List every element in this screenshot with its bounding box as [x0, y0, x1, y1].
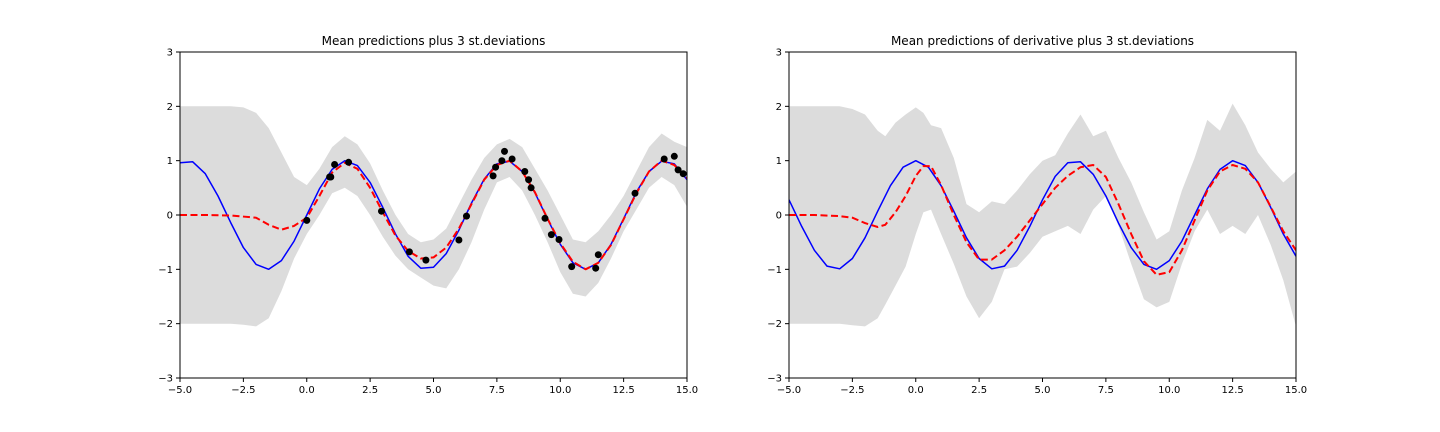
observation-point	[660, 155, 668, 163]
x-tick-label: 10.0	[549, 385, 571, 396]
observation-point	[508, 155, 516, 163]
series-lines	[789, 159, 1296, 276]
y-tick-label: −2	[158, 319, 173, 330]
observation-point	[303, 216, 311, 224]
x-axis-ticks: −5.0 −2.5 0.0 2.5 5.0 7.5 10.0 12.5 15.0	[777, 378, 1307, 396]
observation-point	[405, 248, 413, 256]
observation-point	[327, 173, 335, 181]
y-tick-label: 0	[776, 211, 782, 222]
series-lines	[180, 159, 687, 271]
x-tick-label: 5.0	[1035, 385, 1051, 396]
observation-point	[422, 256, 430, 264]
x-tick-label: 15.0	[676, 385, 698, 396]
observation-point	[547, 231, 555, 239]
y-tick-label: 1	[167, 156, 173, 167]
x-tick-label: 15.0	[1285, 385, 1307, 396]
observation-point	[541, 214, 549, 222]
observation-point	[345, 158, 353, 166]
x-tick-label: 2.5	[362, 385, 378, 396]
x-tick-label: 7.5	[1098, 385, 1114, 396]
y-tick-label: 0	[167, 211, 173, 222]
observation-point	[521, 168, 529, 175]
y-axis-ticks: −3 −2 −1 0 1 2 3	[158, 48, 180, 385]
chart-title: Mean predictions plus 3 st.deviations	[322, 34, 546, 48]
x-tick-label: 0.0	[908, 385, 924, 396]
x-tick-label: −2.5	[840, 385, 864, 396]
x-tick-label: −2.5	[231, 385, 255, 396]
y-tick-label: 1	[776, 156, 782, 167]
y-tick-label: −1	[767, 265, 782, 276]
x-tick-label: 12.5	[612, 385, 634, 396]
y-tick-label: −3	[767, 374, 782, 385]
observation-points	[303, 147, 687, 272]
y-tick-label: 3	[167, 48, 173, 59]
x-tick-label: 0.0	[299, 385, 315, 396]
x-axis-ticks: −5.0 −2.5 0.0 2.5 5.0 7.5 10.0 12.5 15.0	[168, 378, 698, 396]
y-tick-label: −3	[158, 374, 173, 385]
std-band	[180, 106, 687, 327]
y-tick-label: −1	[158, 265, 173, 276]
observation-point	[489, 172, 497, 180]
std-band-area	[789, 103, 1296, 327]
observation-point	[592, 264, 600, 272]
observation-point	[631, 189, 639, 197]
mean-prediction-line	[180, 159, 687, 271]
observation-point	[331, 161, 339, 168]
std-band-area	[180, 106, 687, 327]
y-tick-label: 2	[167, 102, 173, 113]
y-tick-label: −2	[767, 319, 782, 330]
observation-point	[594, 251, 602, 259]
x-tick-label: 5.0	[426, 385, 442, 396]
x-tick-label: −5.0	[168, 385, 192, 396]
plot-derivative-predictions: −5.0 −2.5 0.0 2.5 5.0 7.5 10.0 12.5 15.0 −3 −2 −1 0…	[767, 34, 1307, 396]
y-tick-label: 2	[776, 102, 782, 113]
x-tick-label: 7.5	[489, 385, 505, 396]
observation-point	[527, 184, 535, 192]
observation-point	[492, 163, 500, 171]
observation-point	[455, 236, 463, 244]
observation-point	[568, 263, 576, 271]
observation-point	[674, 166, 682, 174]
x-tick-label: 10.0	[1158, 385, 1180, 396]
chart-title: Mean predictions of derivative plus 3 st…	[891, 34, 1194, 48]
y-tick-label: 3	[776, 48, 782, 59]
plot-mean-predictions: −5.0 −2.5 0.0 2.5 5.0 7.5 10.0 12.5 15.0 −3 −2 −1 0…	[158, 34, 698, 396]
x-tick-label: 12.5	[1221, 385, 1243, 396]
observation-point	[378, 207, 385, 215]
x-tick-label: 2.5	[971, 385, 987, 396]
observation-point	[679, 170, 687, 178]
observation-point	[555, 236, 563, 243]
observation-point	[525, 176, 533, 184]
observation-point	[498, 157, 506, 165]
observation-point	[670, 152, 678, 160]
y-axis-ticks: −3 −2 −1 0 1 2 3	[767, 48, 789, 385]
observation-point	[501, 147, 508, 155]
x-tick-label: −5.0	[777, 385, 801, 396]
std-band	[789, 103, 1296, 327]
observation-point	[463, 212, 470, 220]
mean-prediction-line	[789, 164, 1296, 276]
